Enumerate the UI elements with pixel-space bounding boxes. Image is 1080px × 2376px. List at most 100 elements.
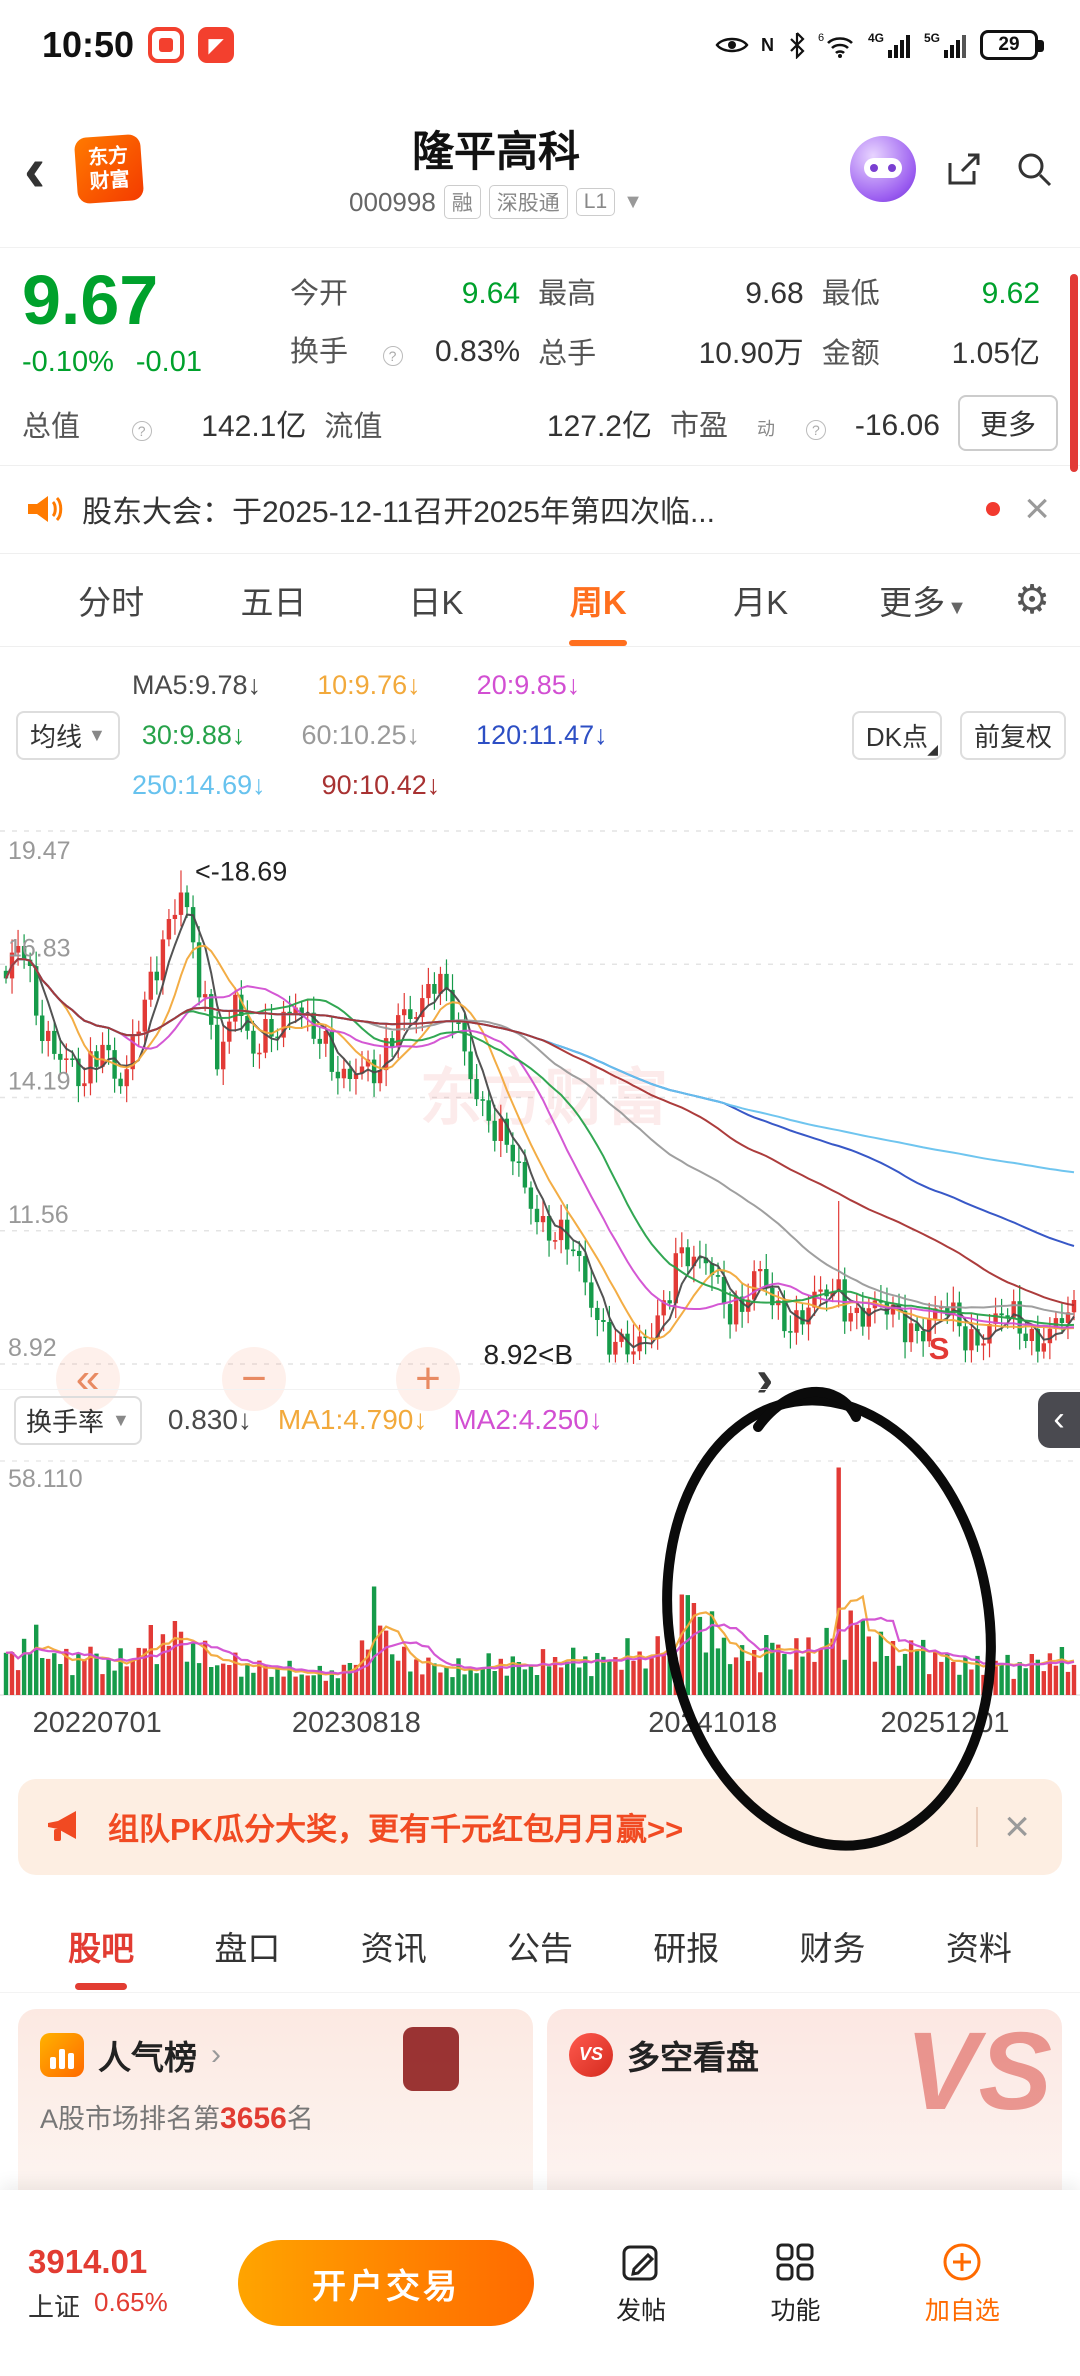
ma90-value: 90:10.42↓ xyxy=(321,770,441,800)
fcap-value: 127.2亿 xyxy=(546,409,652,443)
assistant-avatar[interactable] xyxy=(850,135,916,202)
add-watchlist-button[interactable]: 加自选 xyxy=(925,2239,1000,2327)
amount-value: 1.05亿 xyxy=(951,337,1040,371)
open-account-button[interactable]: 开户交易 xyxy=(238,2240,534,2326)
feature-cards: 人气榜 › A股市场排名第3656名 VS 多空看盘 VS xyxy=(18,2008,1062,2219)
zoom-out-button[interactable]: − xyxy=(222,1346,286,1411)
open-label: 今开 xyxy=(290,278,349,311)
index-quote[interactable]: 3914.01 上证 0.65% xyxy=(28,2243,238,2324)
features-button[interactable]: 功能 xyxy=(770,2239,821,2327)
rank-number: 3656 xyxy=(220,2101,287,2135)
tab-daily-k[interactable]: 日K xyxy=(408,583,464,621)
period-tabs: 分时 五日 日K 周K 月K 更多 ▼ ⚙ xyxy=(0,552,1080,647)
index-name: 上证 xyxy=(28,2291,81,2322)
tab-guba[interactable]: 股吧 xyxy=(28,1922,174,1990)
index-percent: 0.65% xyxy=(94,2286,168,2317)
price-chart[interactable]: 东方财富 19.47 16.83 14.19 11.56 8.92 <-18.69 8.92<… xyxy=(0,819,1080,1389)
tab-minute[interactable]: 分时 xyxy=(78,583,145,621)
indicator-ma1: MA1:4.790↓ xyxy=(277,1404,428,1435)
svg-text:东方财富: 东方财富 xyxy=(420,1064,668,1133)
ma10-value: 10:9.76↓ xyxy=(317,670,421,700)
collapse-tab[interactable]: ‹ xyxy=(1038,1391,1080,1448)
x-axis-label: 20220701 xyxy=(32,1706,162,1739)
grid-icon xyxy=(776,2243,814,2281)
tab-announcements[interactable]: 公告 xyxy=(506,1930,573,1967)
change-percent: -0.10% xyxy=(22,345,114,378)
scroll-indicator xyxy=(1070,274,1078,472)
volume-value: 10.90万 xyxy=(698,337,804,371)
promo-text[interactable]: 组队PK瓜分大奖，更有千元红包月月赢>> xyxy=(108,1812,684,1847)
bluetooth-icon xyxy=(788,31,806,59)
tab-research[interactable]: 研报 xyxy=(653,1930,720,1967)
forward-adjust-button[interactable]: 前复权 xyxy=(959,711,1066,760)
bottom-bar: 3914.01 上证 0.65% 开户交易 发帖 功能 加自选 xyxy=(0,2190,1080,2376)
mcap-value: 142.1亿 xyxy=(201,409,307,443)
info-icon: ? xyxy=(131,420,152,441)
turnover-chart[interactable]: 58.110 xyxy=(0,1451,1080,1701)
chevron-right-icon: › xyxy=(211,2037,221,2071)
svg-text:14.19: 14.19 xyxy=(8,1067,71,1095)
current-price: 9.67 xyxy=(22,261,159,339)
announcement-text[interactable]: 股东大会：于2025-12-11召开2025年第四次临... xyxy=(82,496,715,529)
status-bar: 10:50 ◤ N 6 4G 5G 29 xyxy=(0,0,1080,90)
announcement-bar[interactable]: 股东大会：于2025-12-11召开2025年第四次临... × xyxy=(0,464,1080,553)
dk-point-button[interactable]: DK点 ◢ xyxy=(851,711,942,760)
svg-text:<-18.69: <-18.69 xyxy=(195,856,287,886)
post-pencil-icon xyxy=(622,2245,658,2281)
ma120-value: 120:11.47↓ xyxy=(476,720,608,750)
tab-weekly-k[interactable]: 周K xyxy=(517,576,679,646)
mcap-label: 总值 xyxy=(22,410,81,443)
high-label: 最高 xyxy=(538,278,597,311)
chevron-down-icon[interactable]: ▼ xyxy=(623,190,643,213)
back-icon[interactable]: ‹ xyxy=(24,132,46,205)
svg-text:8.92<B: 8.92<B xyxy=(484,1339,574,1370)
svg-text:11.56: 11.56 xyxy=(8,1200,69,1228)
tab-news[interactable]: 资讯 xyxy=(360,1930,427,1967)
ranking-icon xyxy=(40,2032,84,2077)
search-icon[interactable] xyxy=(1012,147,1056,191)
fast-backward-button[interactable]: « xyxy=(56,1346,120,1411)
signal-4g-icon: 4G xyxy=(868,30,912,60)
tab-profile[interactable]: 资料 xyxy=(945,1930,1012,1967)
ma-legend: MA5:9.78↓ 10:9.76↓ 20:9.85↓ 均线 ▼ 30:9.88↓… xyxy=(0,647,1080,819)
pe-value: -16.06 xyxy=(854,408,940,442)
volume-label: 总手 xyxy=(538,338,597,371)
tab-5day[interactable]: 五日 xyxy=(240,583,307,621)
post-button[interactable]: 发帖 xyxy=(616,2239,666,2327)
popularity-card[interactable]: 人气榜 › A股市场排名第3656名 xyxy=(18,2008,533,2219)
stock-title: 隆平高科 xyxy=(411,128,580,175)
x-axis-labels: 20220701 20230818 20241018 20251201 xyxy=(0,1701,1080,1753)
tab-monthly-k[interactable]: 月K xyxy=(733,583,789,621)
tab-financials[interactable]: 财务 xyxy=(799,1930,866,1967)
card-decoration xyxy=(403,2026,459,2091)
low-value: 9.62 xyxy=(981,277,1040,311)
bull-bear-card[interactable]: VS 多空看盘 VS xyxy=(547,2008,1062,2219)
plus-circle-icon xyxy=(943,2243,981,2281)
turnover-value: 0.83% xyxy=(435,335,521,369)
popularity-title: 人气榜 xyxy=(98,2038,197,2076)
settings-gear-icon[interactable]: ⚙ xyxy=(1014,577,1051,622)
close-icon[interactable]: × xyxy=(1004,1801,1030,1851)
tab-more[interactable]: 更多 ▼ xyxy=(879,583,967,621)
svg-text:19.47: 19.47 xyxy=(8,837,71,865)
ma-settings-button[interactable]: 均线 ▼ xyxy=(16,711,120,760)
promo-banner[interactable]: 组队PK瓜分大奖，更有千元红包月月赢>> × xyxy=(18,1778,1062,1875)
stock-code: 000998 xyxy=(349,186,436,217)
close-icon[interactable]: × xyxy=(1024,484,1050,533)
fcap-label: 流值 xyxy=(324,410,383,443)
eye-protection-icon xyxy=(715,33,749,57)
x-axis-label: 20230818 xyxy=(291,1706,421,1739)
tag-margin: 融 xyxy=(443,185,481,219)
indicator-ma2: MA2:4.250↓ xyxy=(453,1404,603,1435)
indicator-dropdown[interactable]: 换手率 ▼ xyxy=(14,1395,142,1445)
turnover-label: 换手 xyxy=(290,336,349,369)
tab-order-book[interactable]: 盘口 xyxy=(214,1930,281,1967)
share-icon[interactable] xyxy=(942,147,986,191)
zoom-in-button[interactable]: + xyxy=(396,1346,460,1411)
pe-sup: 动 xyxy=(756,418,775,439)
signal-5g-icon: 5G xyxy=(924,30,968,60)
more-button[interactable]: 更多 xyxy=(957,394,1058,451)
caret-down-icon: ▼ xyxy=(112,1409,130,1430)
indicator-row: 换手率 ▼ 0.830↓ MA1:4.790↓ MA2:4.250↓ ‹ xyxy=(0,1388,1080,1451)
quote-panel: 9.67 -0.10% -0.01 今开 9.64 最高 9.68 最低 9.62 换… xyxy=(0,248,1080,472)
